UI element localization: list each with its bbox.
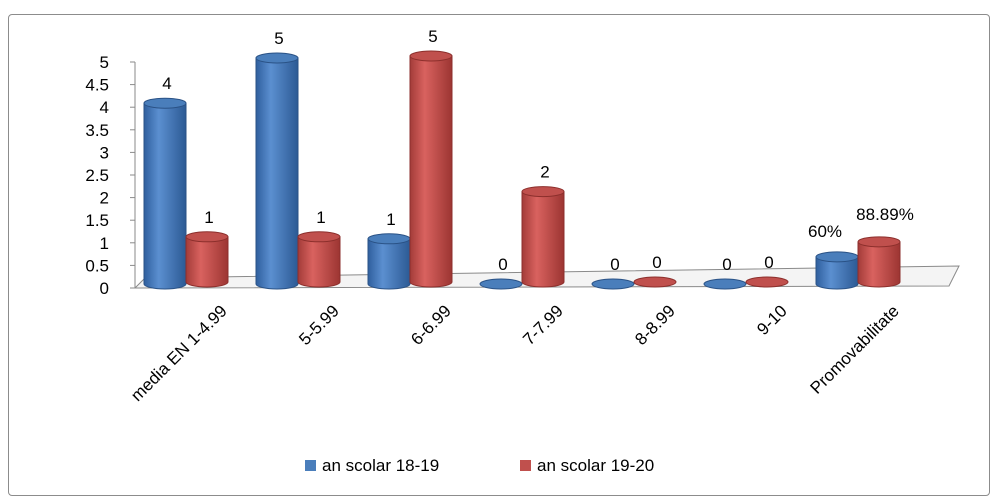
x-category-label: 7-7.99 xyxy=(519,301,567,349)
y-tick-label: 5 xyxy=(100,53,109,72)
y-tick-label: 1.5 xyxy=(85,211,109,230)
data-label: 88.89% xyxy=(856,205,914,224)
bar-body xyxy=(143,102,187,290)
x-category-label: 9-10 xyxy=(753,301,790,338)
y-tick-label: 4.5 xyxy=(85,76,109,95)
bar-an-scolar-18-19-6 xyxy=(815,251,859,290)
y-tick-label: 0.5 xyxy=(85,256,109,275)
bar-top xyxy=(591,278,635,290)
data-label: 5 xyxy=(274,29,283,48)
data-label: 0 xyxy=(764,253,773,272)
data-label: 4 xyxy=(162,74,171,93)
bar-an-scolar-18-19-0 xyxy=(143,97,187,290)
data-label: 1 xyxy=(204,208,213,227)
bar-body xyxy=(185,236,229,288)
data-label: 1 xyxy=(316,208,325,227)
y-axis-ticks: 0 0.5 1 1.5 2 2.5 3 3.5 4 4.5 5 xyxy=(85,53,135,298)
bar-body xyxy=(815,256,859,290)
bar-an-scolar-19-20-0 xyxy=(185,231,229,288)
bar-top xyxy=(521,186,565,198)
y-tick-label: 1 xyxy=(100,234,109,253)
bar-top xyxy=(297,231,341,243)
bars xyxy=(143,50,901,290)
bar-an-scolar-18-19-4 xyxy=(591,278,635,290)
bar-top xyxy=(367,233,411,245)
legend-swatch xyxy=(305,460,316,471)
bar-an-scolar-19-20-4 xyxy=(633,276,677,288)
x-category-label: 8-8.99 xyxy=(631,301,679,349)
bar-top xyxy=(815,251,859,263)
bar-top xyxy=(409,50,453,62)
y-tick-label: 3 xyxy=(100,143,109,162)
data-label: 2 xyxy=(540,163,549,182)
bar-top xyxy=(857,236,901,248)
bar-body xyxy=(521,191,565,288)
data-label: 1 xyxy=(386,210,395,229)
data-label: 0 xyxy=(498,255,507,274)
data-label: 60% xyxy=(808,222,842,241)
x-category-label: Promovabilitate xyxy=(807,301,903,397)
x-category-label: media EN 1-4.99 xyxy=(127,301,231,405)
legend-item-0: an scolar 18-19 xyxy=(305,456,439,475)
x-axis-labels: media EN 1-4.99 5-5.99 6-6.99 7-7.99 8-8.99 9… xyxy=(127,301,903,405)
bar-an-scolar-18-19-1 xyxy=(255,52,299,290)
bar-top xyxy=(255,52,299,64)
bar-an-scolar-18-19-2 xyxy=(367,233,411,290)
bar-top xyxy=(479,278,523,290)
legend: an scolar 18-19 an scolar 19-20 xyxy=(305,456,654,475)
bar-top xyxy=(185,231,229,243)
bar-an-scolar-19-20-1 xyxy=(297,231,341,288)
legend-swatch xyxy=(520,460,531,471)
y-tick-label: 4 xyxy=(100,98,109,117)
data-label: 0 xyxy=(610,255,619,274)
bar-an-scolar-19-20-3 xyxy=(521,186,565,288)
bar-an-scolar-19-20-2 xyxy=(409,50,453,288)
data-label: 0 xyxy=(652,253,661,272)
bar-body xyxy=(857,241,901,288)
data-label: 5 xyxy=(428,27,437,46)
bar-top xyxy=(745,276,789,288)
y-tick-label: 2 xyxy=(100,189,109,208)
bar-an-scolar-18-19-5 xyxy=(703,278,747,290)
bar-body xyxy=(409,55,453,288)
bar-an-scolar-19-20-5 xyxy=(745,276,789,288)
y-tick-label: 2.5 xyxy=(85,166,109,185)
bar-body xyxy=(367,238,411,290)
y-tick-label: 0 xyxy=(100,279,109,298)
y-tick-label: 3.5 xyxy=(85,121,109,140)
bar-body xyxy=(297,236,341,288)
bar-top xyxy=(143,97,187,109)
bar-body xyxy=(255,57,299,290)
bar-top xyxy=(633,276,677,288)
bar-an-scolar-18-19-3 xyxy=(479,278,523,290)
bar-top xyxy=(703,278,747,290)
x-category-label: 5-5.99 xyxy=(295,301,343,349)
bar-an-scolar-19-20-6 xyxy=(857,236,901,288)
data-label: 0 xyxy=(722,255,731,274)
x-category-label: 6-6.99 xyxy=(407,301,455,349)
legend-label: an scolar 18-19 xyxy=(322,456,439,475)
legend-label: an scolar 19-20 xyxy=(537,456,654,475)
legend-item-1: an scolar 19-20 xyxy=(520,456,654,475)
data-labels: 4 1 5 1 1 5 0 2 0 0 0 0 60% 88.89% xyxy=(162,27,914,274)
